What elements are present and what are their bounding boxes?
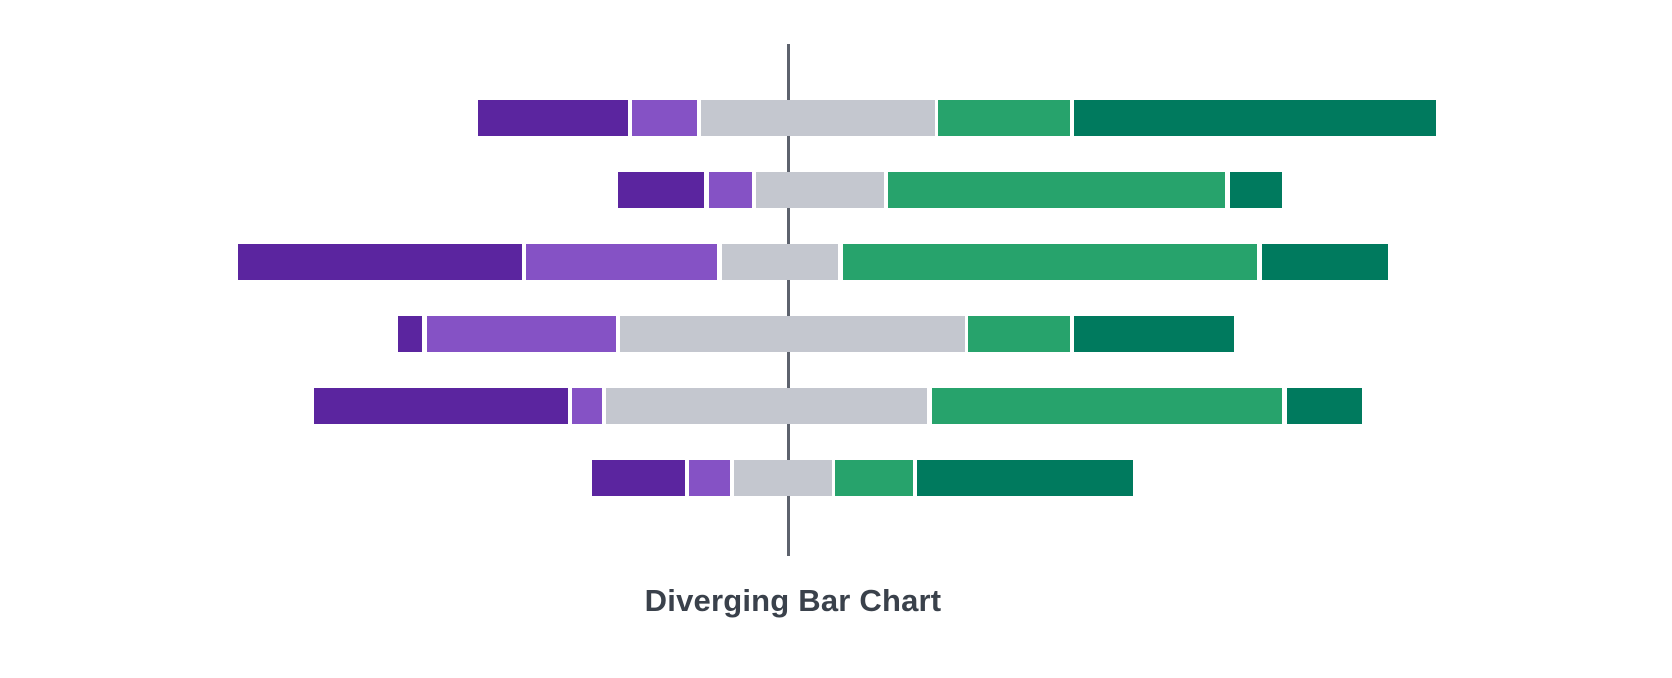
bar-segment-dark-green-row-4 [1074,316,1234,352]
bar-segment-light-purple-row-6 [689,460,730,496]
bar-segment-dark-green-row-6 [917,460,1133,496]
bar-segment-light-purple-row-3 [526,244,717,280]
bar-segment-gray-row-4 [620,316,965,352]
bar-segment-dark-green-row-5 [1287,388,1362,424]
bar-segment-light-purple-row-4 [427,316,616,352]
bar-segment-light-purple-row-5 [572,388,602,424]
bar-segment-light-purple-row-1 [632,100,697,136]
bar-segment-gray-row-1 [701,100,935,136]
chart-title: Diverging Bar Chart [644,583,942,618]
bar-segment-gray-row-2 [756,172,884,208]
bar-segment-dark-purple-row-3 [238,244,522,280]
bar-segment-dark-purple-row-6 [592,460,685,496]
bar-segment-gray-row-3 [722,244,838,280]
bar-segment-dark-purple-row-4 [398,316,422,352]
bar-segment-dark-green-row-1 [1074,100,1436,136]
bar-segment-green-row-2 [888,172,1225,208]
bar-segment-green-row-1 [938,100,1070,136]
bar-segment-light-purple-row-2 [709,172,752,208]
bar-segment-dark-purple-row-1 [478,100,628,136]
bar-segment-dark-green-row-2 [1230,172,1282,208]
zero-axis-line [787,44,790,556]
bar-segment-green-row-3 [843,244,1257,280]
bar-segment-dark-purple-row-5 [314,388,568,424]
bar-segment-green-row-6 [835,460,913,496]
bar-segment-green-row-4 [968,316,1070,352]
bar-segment-gray-row-6 [734,460,832,496]
bar-segment-gray-row-5 [606,388,927,424]
bar-segment-dark-green-row-3 [1262,244,1388,280]
bar-segment-dark-purple-row-2 [618,172,704,208]
bar-segment-green-row-5 [932,388,1282,424]
